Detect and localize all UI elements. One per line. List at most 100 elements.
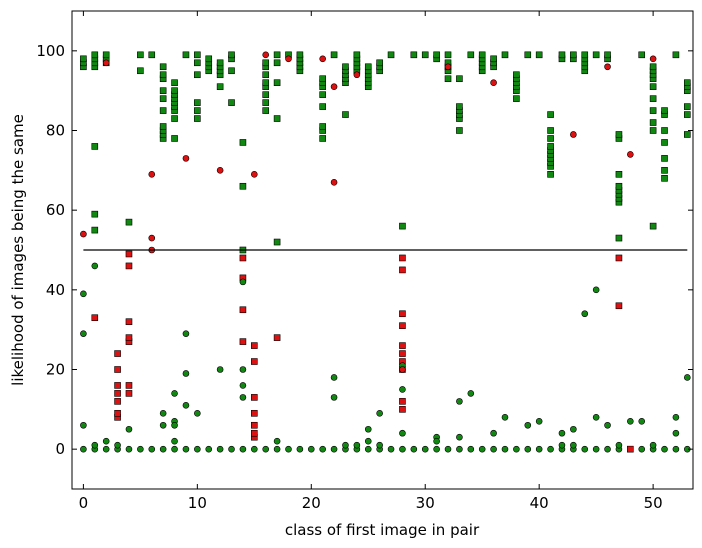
data-point-red-circle (285, 55, 292, 63)
data-point-green-square (91, 226, 99, 234)
data-point-green-square (535, 51, 543, 59)
data-point-green-circle (524, 445, 532, 453)
data-point-green-circle (592, 286, 600, 294)
data-point-green-circle (91, 262, 99, 270)
data-point-green-circle (80, 290, 87, 298)
data-point-green-circle (535, 417, 543, 425)
data-point-green-square (319, 75, 326, 83)
data-point-green-square (547, 127, 554, 134)
data-point-green-circle (410, 445, 418, 453)
data-point-red-circle (330, 83, 338, 90)
data-point-green-square (91, 210, 99, 218)
data-point-red-circle (490, 79, 497, 86)
data-point-green-square (364, 63, 372, 71)
data-point-green-square (194, 99, 201, 106)
data-point-green-square (456, 127, 463, 134)
data-point-green-square (444, 51, 452, 59)
data-point-red-square (239, 306, 247, 314)
data-point-green-square (171, 79, 178, 86)
x-tick-label: 30 (416, 494, 435, 512)
data-point-red-circle (570, 131, 577, 138)
data-point-green-circle (182, 370, 190, 377)
data-point-green-square (159, 107, 167, 114)
data-point-green-square (262, 99, 270, 106)
data-point-green-circle (387, 445, 395, 453)
data-point-green-square (319, 91, 326, 98)
data-point-green-square (570, 51, 577, 59)
data-point-green-square (649, 83, 657, 90)
data-point-green-circle (513, 445, 520, 453)
data-point-green-square (547, 171, 554, 178)
data-point-green-square (159, 71, 167, 79)
data-point-green-square (262, 59, 270, 67)
data-point-green-square (273, 59, 281, 67)
data-point-green-square (649, 95, 657, 102)
data-point-green-square (581, 51, 589, 59)
x-tick-label: 0 (79, 494, 89, 512)
x-axis-label: class of first image in pair (285, 521, 480, 539)
data-point-green-circle (672, 445, 680, 453)
data-point-green-square (684, 131, 691, 138)
data-point-green-square (501, 51, 509, 59)
data-point-red-square (251, 358, 258, 365)
data-point-green-circle (171, 390, 178, 397)
data-point-red-square (239, 338, 247, 345)
x-tick-label: 40 (530, 494, 549, 512)
data-point-green-square (91, 51, 99, 59)
data-point-green-square (387, 51, 395, 59)
data-point-red-square (615, 254, 623, 262)
data-point-green-circle (194, 445, 201, 453)
data-point-green-square (342, 111, 349, 118)
data-point-green-circle (501, 413, 509, 421)
data-point-green-square (547, 143, 554, 150)
data-point-green-circle (194, 410, 201, 417)
data-point-green-circle (433, 445, 440, 453)
data-point-green-circle (399, 445, 406, 453)
data-point-red-square (125, 262, 133, 270)
x-tick-label: 50 (644, 494, 663, 512)
data-point-green-circle (444, 445, 452, 453)
data-point-red-square (399, 398, 406, 405)
data-point-green-square (194, 51, 201, 59)
data-point-green-square (182, 51, 190, 59)
data-point-green-square (661, 107, 668, 114)
data-point-green-square (262, 107, 270, 114)
data-point-green-square (216, 59, 224, 67)
data-point-green-circle (171, 437, 178, 445)
data-point-green-square (319, 123, 326, 130)
data-point-red-circle (319, 55, 326, 63)
data-point-green-square (649, 119, 657, 126)
data-point-green-square (421, 51, 429, 59)
data-point-green-circle (262, 445, 270, 453)
data-point-green-circle (433, 437, 440, 445)
data-point-green-square (273, 238, 281, 246)
data-point-green-square (273, 115, 281, 122)
y-axis-label: likelihood of images being the same (9, 114, 27, 386)
data-point-green-square (194, 59, 201, 67)
data-point-red-circle (251, 171, 258, 178)
data-point-red-square (399, 322, 406, 329)
data-point-green-circle (330, 394, 338, 401)
data-point-green-circle (125, 445, 133, 453)
data-point-red-circle (353, 71, 361, 79)
data-point-green-circle (364, 437, 372, 445)
data-point-green-square (615, 182, 623, 190)
data-point-green-square (376, 59, 383, 67)
data-point-green-square (228, 51, 235, 59)
data-point-green-circle (661, 445, 668, 453)
data-point-green-circle (558, 441, 566, 449)
data-point-red-square (251, 410, 258, 417)
data-point-red-square (125, 334, 133, 341)
data-point-green-square (171, 115, 178, 122)
data-point-green-circle (592, 413, 600, 421)
y-tick-label: 100 (36, 42, 65, 60)
data-point-green-square (684, 111, 691, 118)
data-point-green-square (353, 51, 361, 59)
data-point-red-circle (330, 178, 338, 186)
data-point-green-circle (159, 410, 167, 417)
data-point-green-circle (159, 445, 167, 453)
data-point-green-circle (364, 445, 372, 453)
data-point-green-square (467, 51, 475, 59)
data-point-green-square (137, 51, 144, 59)
